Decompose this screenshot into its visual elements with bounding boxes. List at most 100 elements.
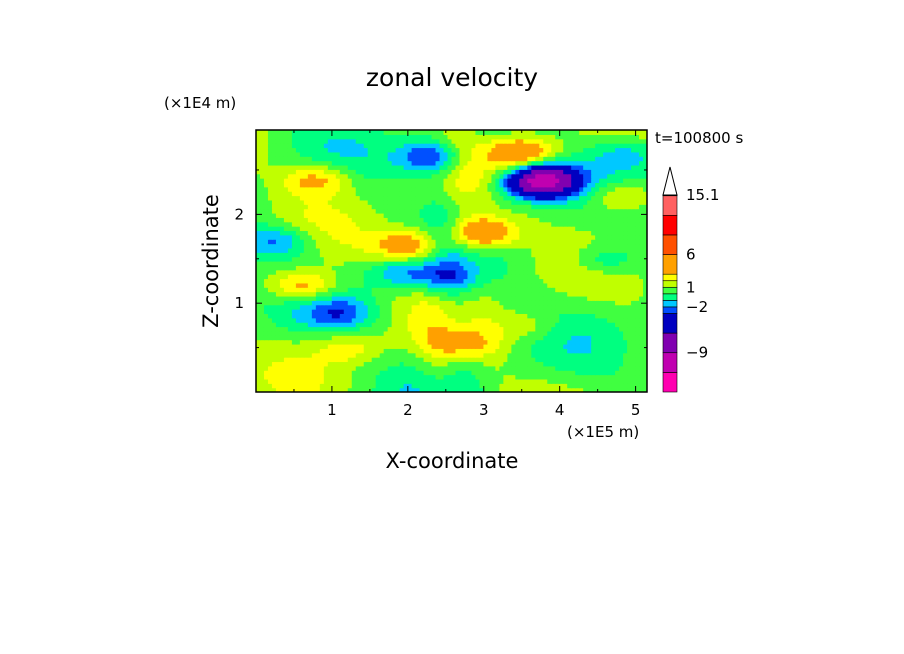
field-cell [547,261,552,266]
field-cell [643,352,647,358]
field-cell [367,370,373,376]
field-cell [303,204,309,210]
field-cell [635,239,640,245]
field-cell [459,295,465,301]
field-cell [451,199,457,205]
field-cell [607,326,612,332]
field-cell [595,230,600,236]
field-cell [507,378,512,384]
field-cell [535,335,540,341]
field-cell [583,374,588,380]
field-cell [455,186,461,192]
field-cell [523,374,528,380]
field-cell [559,339,564,345]
field-cell [619,313,624,319]
field-cell [323,265,329,271]
field-cell [523,352,528,358]
field-cell [567,243,572,249]
field-cell [575,252,580,258]
field-cell [463,370,469,376]
field-cell [256,304,261,310]
field-cell [587,352,592,358]
field-cell [555,217,560,223]
field-cell [635,326,640,332]
field-cell [467,186,473,192]
field-cell [579,195,584,201]
field-cell [367,361,373,367]
field-cell [447,287,453,293]
field-cell [387,339,393,345]
field-cell [263,378,269,384]
field-cell [643,348,647,354]
field-cell [379,239,385,245]
field-cell [263,383,269,389]
field-cell [351,300,357,306]
field-cell [611,374,616,380]
field-cell [539,212,544,218]
field-cell [271,204,277,210]
field-cell [563,169,568,175]
field-cell [423,295,429,301]
field-cell [423,313,429,319]
field-cell [291,282,297,288]
field-cell [595,378,600,384]
field-cell [535,261,540,266]
field-cell [491,261,496,266]
field-cell [383,370,389,376]
field-cell [631,212,636,218]
field-cell [343,357,349,363]
field-cell [603,256,608,262]
field-cell [399,274,405,280]
field-cell [627,339,632,345]
field-cell [379,199,385,205]
field-cell [327,256,333,262]
field-cell [547,191,552,197]
field-cell [431,317,437,323]
field-cell [607,304,612,310]
field-cell [291,383,297,389]
field-cell [611,274,616,280]
field-cell [335,295,341,301]
field-cell [459,178,465,183]
field-cell [387,186,393,192]
field-cell [267,343,273,349]
field-cell [419,204,425,210]
field-cell [427,291,433,297]
field-cell [291,330,297,336]
field-cell [463,352,469,358]
field-cell [311,274,317,280]
field-cell [319,370,325,376]
field-cell [407,256,413,262]
field-cell [283,221,289,227]
field-cell [451,221,457,227]
field-cell [463,221,469,227]
field-cell [395,169,401,175]
field-cell [567,265,572,271]
field-cell [499,304,504,310]
field-cell [371,217,377,223]
field-cell [607,361,612,367]
field-cell [511,217,516,223]
field-cell [499,295,504,301]
field-cell [339,217,345,223]
field-cell [259,339,265,345]
field-cell [427,191,433,197]
field-cell [459,304,465,310]
field-cell [355,361,361,367]
field-cell [615,343,620,349]
field-cell [335,374,341,380]
field-cell [355,199,361,205]
field-cell [543,247,548,253]
field-cell [643,230,647,236]
field-cell [375,212,381,218]
field-cell [407,374,413,380]
field-cell [439,387,445,392]
field-cell [491,234,496,240]
field-cell [539,383,544,389]
field-cell [571,322,576,328]
field-cell [256,339,261,345]
field-cell [359,195,365,201]
field-cell [271,182,277,188]
field-cell [515,374,520,380]
field-cell [339,352,345,358]
